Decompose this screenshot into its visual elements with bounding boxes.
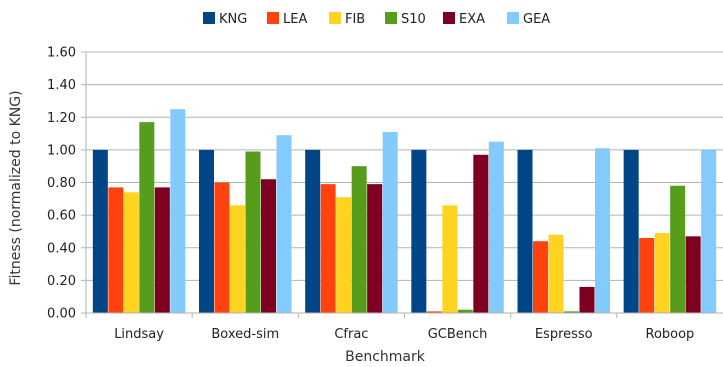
x-axis-title: Benchmark bbox=[345, 349, 426, 365]
x-category-label: GCBench bbox=[428, 327, 488, 342]
x-category-label: Roboop bbox=[646, 327, 695, 342]
y-tick-label: 1.60 bbox=[47, 46, 76, 61]
y-axis-ticks: 0.00 0.20 0.40 0.60 0.80 1.00 1.20 1.40 1.60 bbox=[47, 46, 86, 322]
bar-fib-lindsay bbox=[123, 192, 139, 313]
bar-s10-lindsay bbox=[139, 122, 155, 313]
legend-label: LEA bbox=[283, 12, 307, 27]
bar-gea-gcbench bbox=[488, 141, 504, 313]
legend-item-fib: FIB bbox=[329, 12, 365, 27]
legend-item-gea: GEA bbox=[507, 12, 550, 27]
legend-item-s10: S10 bbox=[385, 12, 426, 27]
legend-swatch bbox=[385, 12, 397, 24]
legend-swatch bbox=[443, 12, 455, 24]
x-category-label: Espresso bbox=[535, 327, 593, 342]
bar-exa-espresso bbox=[579, 286, 595, 313]
bar-kng-lindsay bbox=[92, 149, 108, 313]
x-axis-categories: Lindsay Boxed-sim Cfrac GCBench Espresso Robo… bbox=[114, 313, 694, 342]
y-tick-label: 0.60 bbox=[47, 209, 76, 224]
y-tick-label: 1.20 bbox=[47, 111, 76, 126]
x-category-label: Boxed-sim bbox=[211, 327, 279, 342]
bar-exa-gcbench bbox=[473, 154, 489, 313]
bar-gea-espresso bbox=[595, 148, 610, 313]
y-tick-label: 1.40 bbox=[47, 78, 76, 93]
legend-swatch bbox=[507, 12, 519, 24]
legend-item-kng: KNG bbox=[203, 12, 247, 27]
bar-lea-gcbench bbox=[426, 311, 442, 313]
bar-gea-boxed-sim bbox=[276, 135, 292, 313]
y-tick-label: 0.20 bbox=[47, 274, 76, 289]
legend-swatch bbox=[203, 12, 215, 24]
legend-label: EXA bbox=[459, 12, 485, 27]
x-category-label: Cfrac bbox=[334, 327, 368, 342]
x-category-label: Lindsay bbox=[114, 327, 164, 342]
bar-fib-gcbench bbox=[442, 205, 458, 313]
y-tick-label: 0.40 bbox=[47, 241, 76, 256]
y-tick-label: 0.00 bbox=[47, 307, 76, 322]
legend-label: KNG bbox=[219, 12, 247, 27]
y-tick-label: 1.00 bbox=[47, 143, 76, 158]
bar-s10-cfrac bbox=[351, 166, 367, 313]
bar-exa-cfrac bbox=[367, 184, 383, 313]
bar-gea-roboop bbox=[701, 149, 717, 313]
bar-gea-cfrac bbox=[382, 131, 398, 313]
bar-kng-roboop bbox=[623, 149, 639, 313]
bar-s10-roboop bbox=[670, 185, 686, 313]
legend-label: FIB bbox=[345, 12, 365, 27]
bar-fib-espresso bbox=[548, 234, 564, 313]
legend-item-exa: EXA bbox=[443, 12, 485, 27]
legend-label: S10 bbox=[401, 12, 426, 27]
legend-swatch bbox=[267, 12, 279, 24]
bar-kng-espresso bbox=[517, 149, 533, 313]
bar-kng-cfrac bbox=[305, 149, 321, 313]
bar-fib-roboop bbox=[654, 233, 670, 313]
bar-gea-lindsay bbox=[170, 109, 186, 313]
bars bbox=[92, 109, 717, 313]
legend-swatch bbox=[329, 12, 341, 24]
bar-kng-boxed-sim bbox=[199, 149, 214, 313]
legend: KNG LEA FIB S10 EXA GEA bbox=[203, 12, 550, 27]
bar-kng-gcbench bbox=[411, 149, 427, 313]
legend-item-lea: LEA bbox=[267, 12, 307, 27]
gridlines bbox=[86, 51, 723, 314]
bar-lea-lindsay bbox=[108, 187, 124, 313]
bar-lea-cfrac bbox=[320, 184, 336, 313]
bar-exa-boxed-sim bbox=[261, 179, 276, 313]
bar-lea-espresso bbox=[533, 241, 548, 313]
y-axis-title: Fitness (normalized to KNG) bbox=[8, 90, 24, 285]
bar-s10-gcbench bbox=[457, 309, 473, 313]
bar-lea-roboop bbox=[639, 237, 655, 313]
bar-s10-espresso bbox=[564, 311, 579, 313]
y-tick-label: 0.80 bbox=[47, 176, 76, 191]
bar-s10-boxed-sim bbox=[245, 151, 261, 313]
bar-lea-boxed-sim bbox=[214, 182, 230, 313]
bar-fib-boxed-sim bbox=[230, 205, 245, 313]
legend-label: GEA bbox=[523, 12, 550, 27]
bar-exa-lindsay bbox=[154, 187, 170, 313]
bar-fib-cfrac bbox=[336, 197, 352, 313]
bar-exa-roboop bbox=[685, 236, 701, 313]
